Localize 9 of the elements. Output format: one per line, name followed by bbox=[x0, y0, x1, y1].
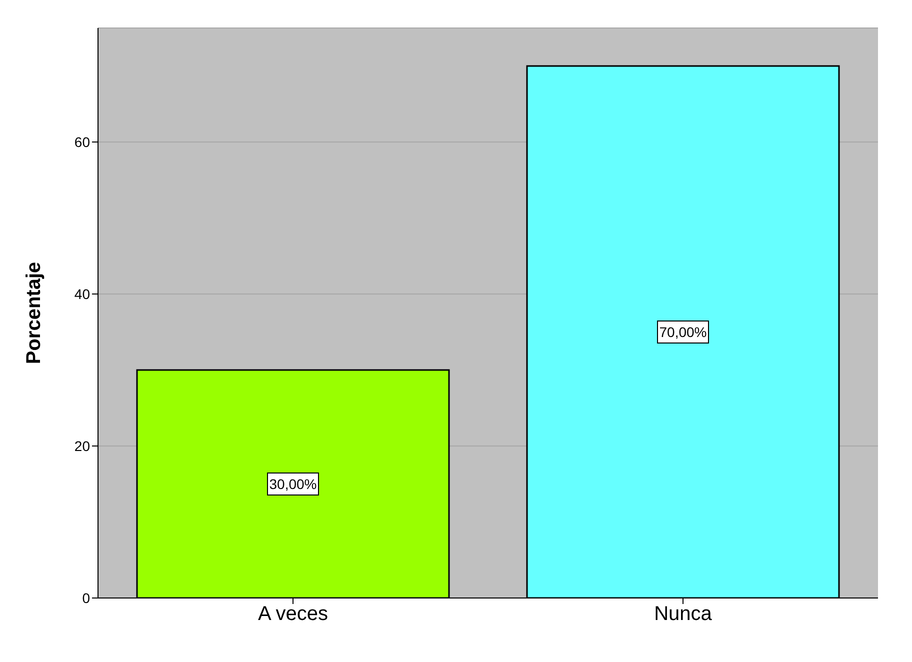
y-tick-label: 40 bbox=[74, 286, 90, 302]
data-label: 70,00% bbox=[659, 324, 707, 340]
y-tick-label: 20 bbox=[74, 438, 90, 454]
y-tick-label: 60 bbox=[74, 134, 90, 150]
x-tick-label: Nunca bbox=[654, 603, 713, 626]
data-label: 30,00% bbox=[269, 476, 317, 492]
x-tick-label: A veces bbox=[258, 603, 328, 626]
y-axis-title: Porcentaje bbox=[23, 262, 46, 364]
y-tick-label: 0 bbox=[82, 590, 90, 606]
